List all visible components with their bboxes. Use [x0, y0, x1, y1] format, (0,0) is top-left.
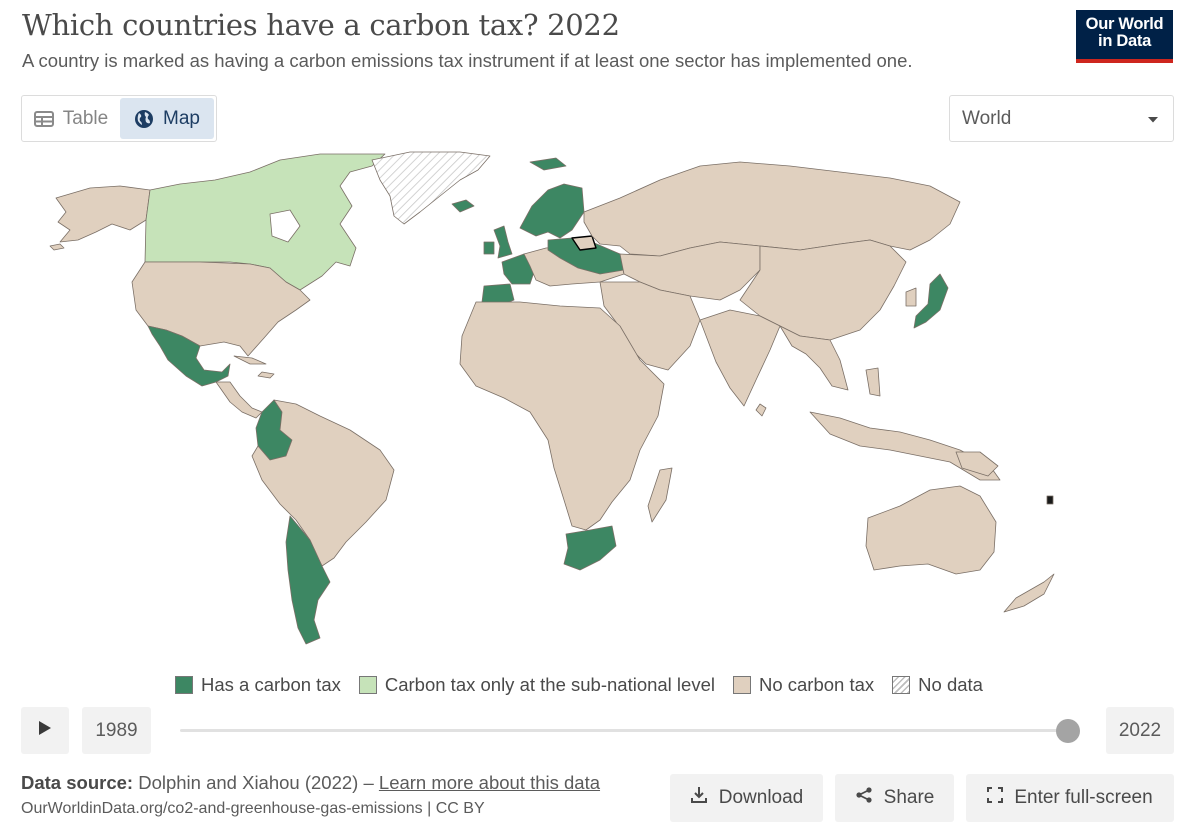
country-sri-lanka	[755, 403, 767, 417]
legend-label-has-tax: Has a carbon tax	[201, 674, 341, 695]
country-greenland	[371, 151, 491, 225]
timeline: 1989 2022	[21, 707, 1174, 755]
legend-item-subnational[interactable]: Carbon tax only at the sub-national leve…	[358, 674, 715, 696]
data-source-text: Dolphin and Xiahou (2022) –	[138, 772, 374, 793]
country-alaska	[55, 185, 151, 243]
country-russia	[583, 161, 961, 257]
legend-swatch-has-tax	[175, 676, 193, 694]
footer-url[interactable]: OurWorldinData.org/co2-and-greenhouse-ga…	[21, 800, 485, 817]
logo-line-1: Our World	[1085, 15, 1164, 33]
country-caribbean	[257, 371, 275, 379]
country-cuba	[233, 355, 267, 365]
download-button[interactable]: Download	[670, 774, 823, 822]
country-svalbard	[529, 157, 567, 171]
country-middle-east	[599, 281, 701, 371]
legend-item-has-tax[interactable]: Has a carbon tax	[175, 674, 341, 696]
country-belarus	[571, 235, 597, 251]
country-pacific-island	[1046, 495, 1054, 505]
tab-table-label: Table	[62, 107, 109, 129]
country-philippines	[865, 367, 881, 397]
legend-item-no-tax[interactable]: No carbon tax	[732, 674, 875, 696]
country-central-america	[215, 381, 263, 419]
country-aleutians	[49, 243, 65, 251]
legend-label-no-tax: No carbon tax	[758, 674, 875, 695]
country-new-zealand	[1003, 573, 1055, 613]
country-madagascar	[647, 467, 673, 523]
share-icon	[855, 786, 873, 810]
caret-down-icon	[1147, 108, 1159, 130]
globe-icon	[134, 109, 154, 129]
page-subtitle: A country is marked as having a carbon e…	[22, 50, 913, 71]
region-select-value: World	[962, 107, 1012, 129]
owid-logo[interactable]: Our World in Data	[1076, 10, 1173, 63]
legend-swatch-no-tax	[732, 676, 751, 694]
timeline-handle[interactable]	[1056, 719, 1080, 743]
data-source: Data source: Dolphin and Xiahou (2022) –…	[21, 772, 600, 794]
expand-icon	[987, 787, 1004, 809]
country-argentina	[285, 515, 331, 645]
legend-label-no-data: No data	[918, 674, 983, 695]
tab-map-label: Map	[163, 107, 200, 129]
view-tabs: Table Map	[21, 95, 217, 142]
legend-item-no-data[interactable]: No data	[892, 674, 983, 696]
play-button[interactable]	[21, 707, 69, 754]
country-png	[955, 451, 999, 477]
country-korea	[905, 287, 917, 307]
table-icon	[33, 110, 54, 127]
share-button[interactable]: Share	[835, 774, 954, 822]
country-southeast-asia	[779, 325, 849, 391]
country-japan	[913, 273, 949, 329]
tab-map[interactable]: Map	[120, 98, 214, 139]
country-china	[739, 239, 907, 341]
country-australia	[865, 485, 997, 575]
country-ireland	[483, 241, 495, 255]
download-label: Download	[718, 787, 804, 808]
legend-label-subnational: Carbon tax only at the sub-national leve…	[384, 674, 715, 695]
legend-swatch-subnational	[358, 676, 377, 694]
country-indonesia	[809, 411, 1001, 481]
country-south-africa	[563, 525, 617, 571]
fullscreen-button[interactable]: Enter full-screen	[966, 774, 1174, 822]
timeline-track[interactable]	[180, 729, 1075, 732]
tab-table[interactable]: Table	[24, 98, 118, 139]
play-icon	[38, 720, 52, 741]
country-canada-hudson	[269, 209, 301, 243]
timeline-end-year[interactable]: 2022	[1106, 707, 1174, 754]
download-icon	[690, 786, 708, 810]
legend-swatch-no-data	[892, 676, 911, 694]
learn-more-link[interactable]: Learn more about this data	[378, 772, 601, 793]
country-africa	[459, 301, 665, 531]
country-scandinavia	[519, 183, 585, 239]
fullscreen-label: Enter full-screen	[1014, 787, 1153, 808]
country-iceland	[451, 199, 475, 213]
region-select[interactable]: World	[949, 95, 1174, 142]
logo-line-2: in Data	[1098, 32, 1151, 50]
country-mexico	[147, 325, 231, 387]
country-united-kingdom	[493, 225, 513, 259]
world-map[interactable]	[0, 150, 1197, 660]
page-title: Which countries have a carbon tax? 2022	[22, 8, 620, 42]
map-legend: Has a carbon tax Carbon tax only at the …	[175, 673, 1001, 697]
share-label: Share	[883, 787, 935, 808]
timeline-start-year[interactable]: 1989	[82, 707, 151, 754]
country-india	[699, 309, 781, 407]
data-source-label: Data source:	[21, 772, 134, 793]
